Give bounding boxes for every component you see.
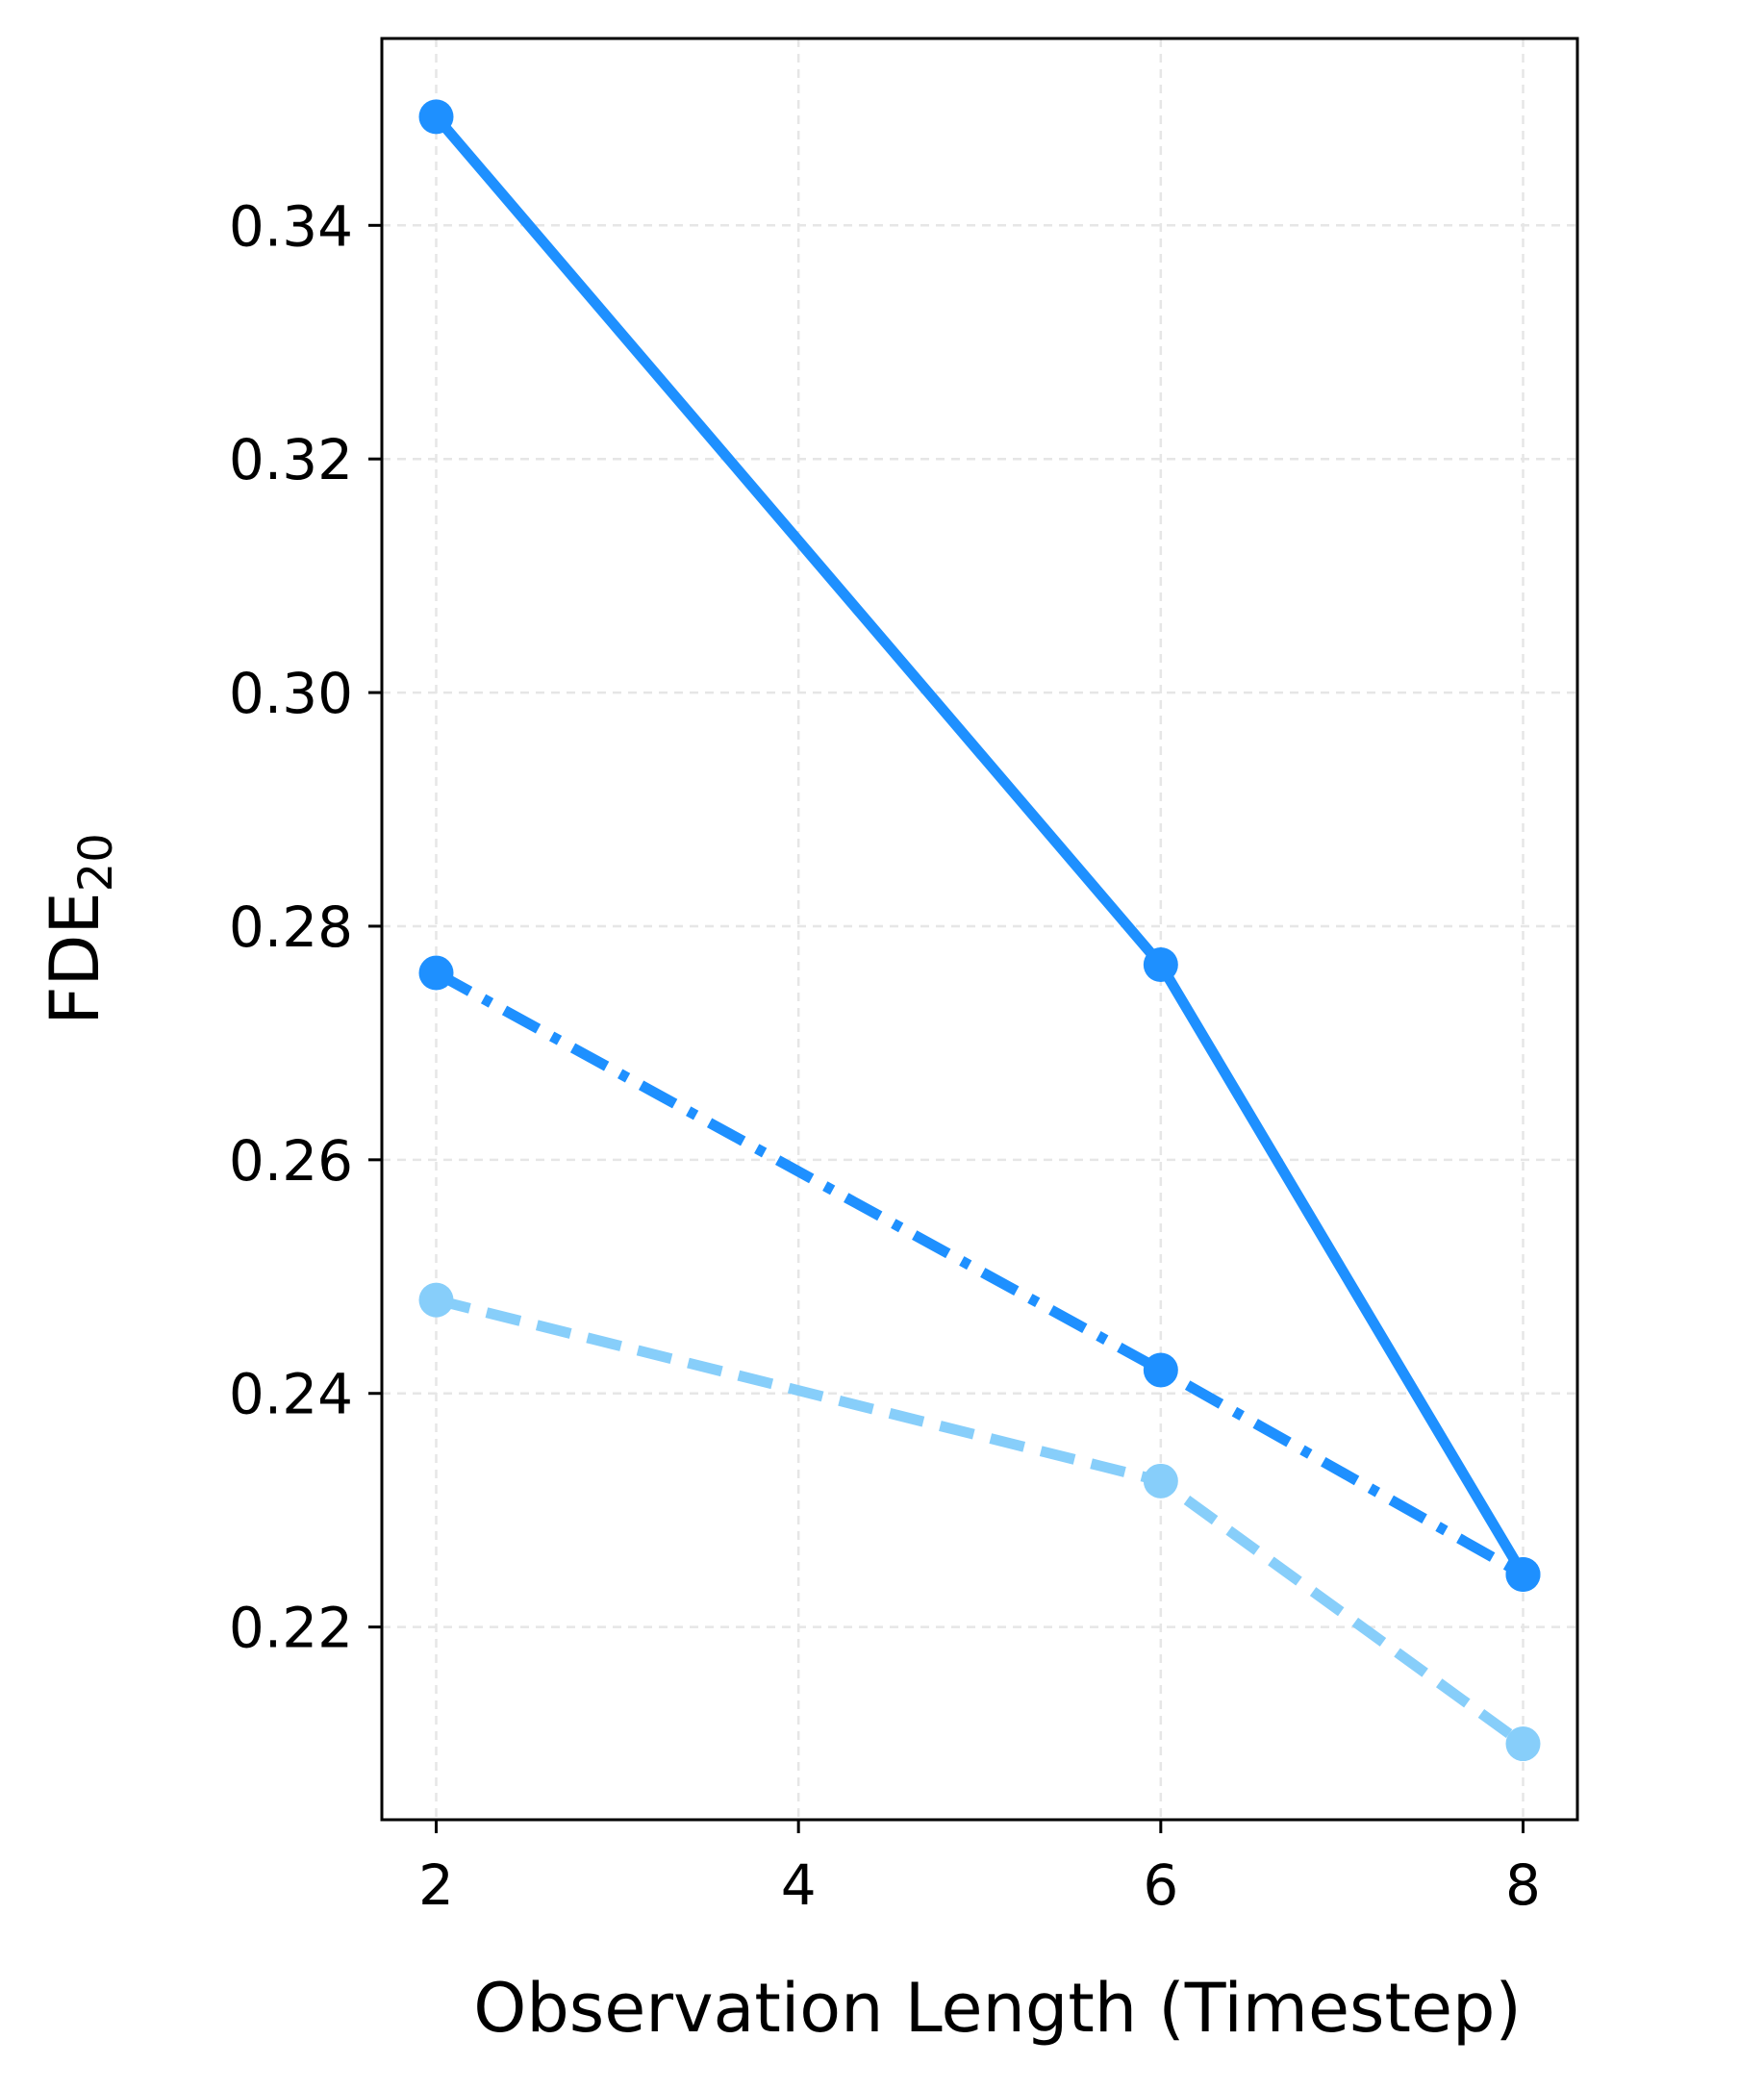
x-tick-label: 6 [1143,1852,1178,1918]
data-point [1143,1352,1178,1388]
series-2 [418,955,1541,1592]
x-axis-label: Observation Length (Timestep) [473,1969,1522,2048]
data-point [1505,1556,1541,1592]
data-point [418,1282,454,1318]
y-axis-label-main: FDE [36,892,114,1024]
x-tick-label: 4 [781,1852,817,1918]
x-tick-label: 8 [1505,1852,1541,1918]
y-tick-label: 0.30 [229,661,353,726]
data-point [1143,1463,1178,1498]
series-line [433,968,1526,1579]
plot-frame [380,37,1579,1822]
series-1 [418,99,1541,1592]
y-tick-label: 0.28 [229,894,353,960]
axes: 2 4 6 8 0.22 0.24 0.26 0.28 0.30 0.32 0.34 [229,193,1541,1918]
y-tick-label: 0.34 [229,193,353,259]
y-tick-label: 0.26 [229,1128,353,1194]
y-tick-label: 0.24 [229,1362,353,1427]
data-point [1505,1726,1541,1762]
series-line [435,1295,1526,1749]
grid [382,38,1577,1820]
x-tick-label: 2 [418,1852,454,1918]
data-point [1143,947,1178,983]
y-axis-label: FDE20 [36,833,123,1024]
y-tick-label: 0.32 [229,427,353,492]
series-layer [418,99,1541,1762]
data-point [418,99,454,135]
y-axis-label-subscript: 20 [69,833,123,892]
series-3 [418,1282,1541,1762]
data-point [418,955,454,991]
series-line [432,113,1528,1577]
y-tick-label: 0.22 [229,1596,353,1661]
